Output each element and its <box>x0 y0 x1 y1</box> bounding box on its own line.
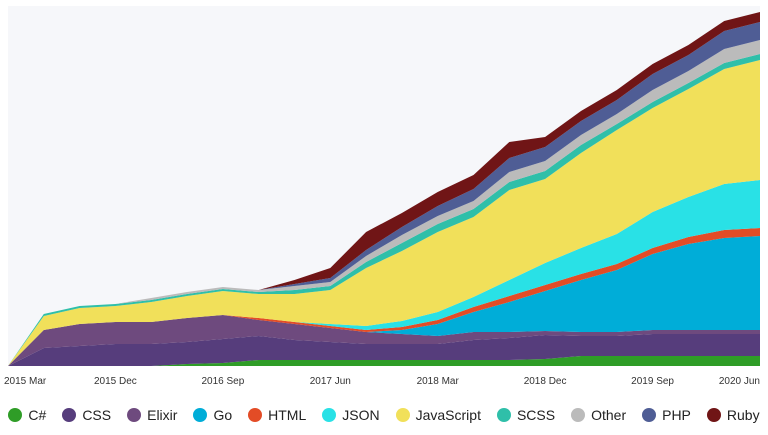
legend-label: PHP <box>662 407 691 423</box>
legend: C# CSS Elixir Go HTML JSON JavaScript SCSS Other… <box>0 402 768 428</box>
area-json <box>8 180 760 366</box>
area-ruby <box>8 12 760 366</box>
legend-item-c-[interactable]: C# <box>8 407 46 423</box>
area-c- <box>8 356 760 366</box>
legend-item-javascript[interactable]: JavaScript <box>395 407 481 423</box>
x-tick-label: 2018 Dec <box>524 376 567 387</box>
legend-swatch <box>496 408 511 422</box>
x-tick-label: 2015 Mar <box>4 376 47 387</box>
legend-item-css[interactable]: CSS <box>62 407 111 423</box>
x-tick-label: 2018 Mar <box>417 376 460 387</box>
legend-swatch <box>395 408 410 422</box>
legend-item-other[interactable]: Other <box>571 407 626 423</box>
legend-label: CSS <box>82 407 112 423</box>
x-tick-label: 2017 Jun <box>310 376 351 387</box>
area-javascript <box>8 60 760 366</box>
legend-label: JavaScript <box>415 407 481 423</box>
legend-item-json[interactable]: JSON <box>322 407 380 423</box>
x-tick-label: 2015 Dec <box>94 376 137 387</box>
area-scss <box>8 54 760 366</box>
legend-item-html[interactable]: HTML <box>248 407 306 423</box>
areas-layer <box>8 12 760 366</box>
legend-label: SCSS <box>516 407 556 423</box>
legend-swatch <box>62 408 77 422</box>
legend-swatch <box>8 408 23 422</box>
legend-swatch <box>571 408 586 422</box>
legend-label: C# <box>28 407 47 423</box>
legend-swatch <box>127 408 142 422</box>
legend-label: JSON <box>342 407 380 423</box>
legend-swatch <box>706 408 721 422</box>
legend-label: Other <box>591 407 627 423</box>
legend-label: Go <box>213 407 233 423</box>
x-tick-label: 2020 Jun <box>719 376 760 387</box>
legend-swatch <box>248 408 263 422</box>
x-tick-label: 2016 Sep <box>201 376 244 387</box>
area-go <box>8 236 760 366</box>
area-elixir <box>8 315 760 366</box>
legend-swatch <box>642 408 657 422</box>
legend-item-go[interactable]: Go <box>193 407 232 423</box>
plot-area: 2015 Mar 2015 Dec 2016 Sep 2017 Jun 2018 Mar… <box>4 12 760 387</box>
x-tick-label: 2019 Sep <box>631 376 674 387</box>
legend-item-php[interactable]: PHP <box>642 407 691 423</box>
area-css <box>8 334 760 366</box>
legend-swatch <box>322 408 337 422</box>
legend-item-scss[interactable]: SCSS <box>496 407 556 423</box>
legend-swatch <box>193 408 208 422</box>
legend-label: Ruby <box>726 407 760 423</box>
legend-label: HTML <box>268 407 307 423</box>
area-html <box>8 228 760 366</box>
legend-item-ruby[interactable]: Ruby <box>706 407 760 423</box>
legend-item-elixir[interactable]: Elixir <box>127 407 177 423</box>
legend-label: Elixir <box>147 407 178 423</box>
x-axis: 2015 Mar 2015 Dec 2016 Sep 2017 Jun 2018 Mar… <box>4 376 760 387</box>
